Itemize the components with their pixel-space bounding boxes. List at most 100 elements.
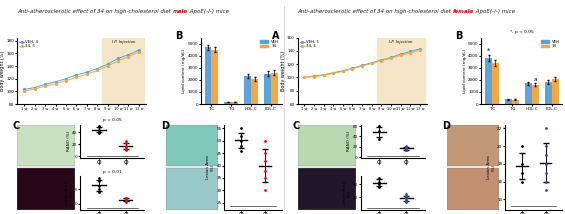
VEH, 5 bbox=[349, 67, 356, 69]
Point bbox=[402, 193, 411, 196]
Text: A: A bbox=[272, 31, 279, 41]
VEH, 5 bbox=[340, 70, 346, 72]
Bar bbox=[211, 50, 219, 104]
Point bbox=[375, 176, 384, 180]
Point bbox=[541, 162, 550, 166]
34, 6 bbox=[359, 65, 366, 67]
Point bbox=[121, 146, 130, 149]
VEH, 5 bbox=[311, 75, 318, 77]
Point bbox=[402, 198, 411, 201]
Point bbox=[517, 144, 526, 148]
Point bbox=[402, 146, 411, 150]
Bar bbox=[271, 73, 278, 104]
VEH, 4 bbox=[42, 83, 49, 86]
34, 5 bbox=[73, 76, 80, 79]
VEH, 5 bbox=[368, 61, 375, 64]
34, 6 bbox=[407, 52, 414, 54]
Point bbox=[517, 180, 526, 183]
Bar bbox=[545, 82, 551, 104]
Point bbox=[94, 176, 103, 180]
VEH, 4 bbox=[105, 63, 111, 65]
Text: B: B bbox=[175, 31, 182, 41]
Line: VEH, 4: VEH, 4 bbox=[23, 49, 140, 90]
Point bbox=[402, 194, 411, 198]
34, 6 bbox=[378, 59, 385, 62]
Line: 34, 6: 34, 6 bbox=[303, 49, 421, 78]
Y-axis label: Lesion Area
(%): Lesion Area (%) bbox=[64, 181, 73, 205]
34, 5 bbox=[21, 90, 28, 93]
Bar bbox=[485, 58, 492, 104]
Point bbox=[517, 162, 526, 166]
Point bbox=[94, 190, 103, 194]
Point bbox=[375, 137, 384, 141]
Text: I.P. Injection: I.P. Injection bbox=[389, 40, 412, 44]
Text: I.P. Injection: I.P. Injection bbox=[111, 40, 135, 44]
Bar bbox=[512, 100, 519, 104]
VEH, 5 bbox=[330, 71, 337, 74]
Point bbox=[375, 129, 384, 133]
Text: D: D bbox=[161, 121, 169, 131]
Bar bbox=[251, 79, 258, 104]
Point bbox=[237, 144, 246, 147]
34, 5 bbox=[105, 65, 111, 67]
Point bbox=[541, 189, 550, 192]
Text: B: B bbox=[455, 31, 463, 41]
Bar bbox=[17, 168, 75, 210]
VEH, 4 bbox=[94, 67, 101, 70]
Bar bbox=[205, 47, 211, 104]
Point bbox=[237, 127, 246, 130]
Bar bbox=[231, 102, 238, 104]
Text: p = 0.05: p = 0.05 bbox=[103, 118, 121, 122]
Y-axis label: Body weight (%): Body weight (%) bbox=[281, 51, 285, 91]
34, 6 bbox=[320, 74, 327, 77]
Y-axis label: RANO (%): RANO (%) bbox=[347, 131, 351, 151]
34, 6 bbox=[349, 67, 356, 70]
34, 5 bbox=[42, 85, 49, 88]
VEH, 4 bbox=[136, 49, 142, 51]
34, 5 bbox=[31, 88, 38, 90]
Point bbox=[94, 124, 103, 128]
34, 5 bbox=[63, 79, 69, 82]
Line: VEH, 5: VEH, 5 bbox=[303, 48, 421, 78]
Point bbox=[121, 144, 130, 147]
Y-axis label: Lipid content (mg/dL): Lipid content (mg/dL) bbox=[463, 49, 467, 93]
Point bbox=[94, 179, 103, 182]
Text: male: male bbox=[172, 9, 188, 14]
Y-axis label: Lipid content (mg/dL): Lipid content (mg/dL) bbox=[182, 49, 186, 93]
Point bbox=[517, 171, 526, 174]
34, 5 bbox=[94, 69, 101, 72]
Point bbox=[121, 196, 130, 200]
Point bbox=[94, 131, 103, 134]
Point bbox=[260, 139, 270, 143]
Text: Anti-atherosclerotic effect of 34 on high-cholesterol diet: Anti-atherosclerotic effect of 34 on hig… bbox=[17, 9, 172, 14]
VEH, 4 bbox=[115, 57, 121, 60]
Text: female: female bbox=[453, 9, 475, 14]
34, 6 bbox=[397, 54, 404, 57]
Point bbox=[94, 128, 103, 131]
Bar bbox=[505, 100, 512, 104]
VEH, 4 bbox=[84, 71, 90, 74]
Bar bbox=[447, 125, 498, 166]
Point bbox=[121, 199, 130, 202]
Point bbox=[121, 196, 130, 200]
34, 6 bbox=[330, 72, 337, 75]
Point bbox=[121, 198, 130, 201]
Point bbox=[541, 144, 550, 148]
VEH, 5 bbox=[388, 56, 394, 59]
Y-axis label: Lesion Area
(%): Lesion Area (%) bbox=[206, 155, 215, 179]
Point bbox=[260, 152, 270, 155]
34, 5 bbox=[115, 60, 121, 62]
Point bbox=[94, 187, 103, 191]
34, 6 bbox=[311, 76, 318, 78]
Legend: VEH, 34: VEH, 34 bbox=[260, 39, 280, 49]
34, 6 bbox=[301, 76, 308, 79]
Point bbox=[94, 185, 103, 188]
VEH, 5 bbox=[416, 48, 423, 50]
Bar bbox=[166, 168, 218, 210]
Bar bbox=[264, 74, 271, 104]
Point bbox=[121, 147, 130, 151]
Bar bbox=[298, 125, 356, 166]
Point bbox=[402, 197, 411, 200]
Point bbox=[260, 189, 270, 192]
VEH, 5 bbox=[407, 50, 414, 53]
